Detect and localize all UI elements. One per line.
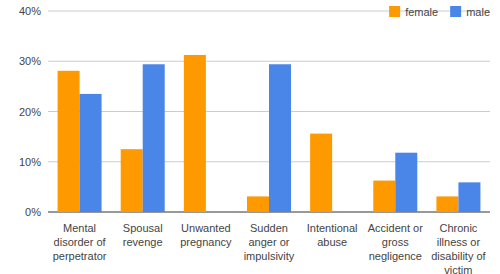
- x-tick-label-line: Chronic: [439, 222, 477, 234]
- x-tick-label-line: disorder of: [54, 236, 107, 248]
- x-tick-label-line: impulsivity: [244, 250, 295, 262]
- x-tick-label-line: Intentional: [307, 222, 358, 234]
- bar: [143, 64, 165, 212]
- x-tick-label-line: disability of: [431, 250, 486, 262]
- x-tick-label-line: anger or: [249, 236, 290, 248]
- x-tick-label-line: Unwanted: [181, 222, 231, 234]
- x-tick-label-line: victim: [444, 264, 472, 274]
- grid-line: [48, 61, 490, 62]
- bars: [58, 55, 481, 212]
- x-tick-label-line: Sudden: [250, 222, 288, 234]
- x-tick-label-line: Mental: [63, 222, 96, 234]
- legend-label: female: [405, 6, 438, 18]
- x-tick-label: Accident or gross negligence: [368, 222, 423, 262]
- legend-swatch: [389, 6, 400, 17]
- x-tick-label: Mental disorder of perpetrator: [53, 222, 107, 262]
- x-tick-label-line: perpetrator: [53, 250, 107, 262]
- chart: 0% 10% 20% 30% 40% Mental disorder of perpetrat…: [0, 0, 500, 274]
- y-tick-label: 20%: [19, 106, 41, 118]
- bar: [332, 212, 354, 213]
- bar: [458, 182, 480, 212]
- y-tick-label: 30%: [19, 55, 41, 67]
- x-tick-label-line: Spousal: [123, 222, 163, 234]
- bar: [373, 181, 395, 212]
- x-tick-label-line: gross: [382, 236, 409, 248]
- bar: [80, 94, 102, 212]
- x-tick-label-line: pregnancy: [180, 236, 232, 248]
- x-tick-label: Spousal revenge: [123, 222, 163, 248]
- x-tick-label-line: negligence: [369, 250, 422, 262]
- x-tick-label-line: abuse: [317, 236, 347, 248]
- x-tick-label-line: Accident or: [368, 222, 423, 234]
- bar: [184, 55, 206, 212]
- x-tick-label: Unwanted pregnancy: [180, 222, 232, 248]
- x-tick-label-line: illness or: [437, 236, 481, 248]
- x-tick-label: Chronic illness or disability of victim: [431, 222, 486, 274]
- bar: [121, 149, 143, 212]
- bar: [58, 71, 80, 212]
- bar: [247, 196, 269, 212]
- y-tick-label: 40%: [19, 5, 41, 17]
- x-tick-label: Sudden anger or impulsivity: [244, 222, 295, 262]
- bar: [395, 153, 417, 212]
- legend-label: male: [466, 6, 490, 18]
- x-tick-label-line: revenge: [123, 236, 163, 248]
- y-tick-label: 0%: [25, 206, 41, 218]
- x-tick-label: Intentional abuse: [307, 222, 358, 248]
- bar: [310, 134, 332, 212]
- legend-swatch: [450, 6, 461, 17]
- legend: male female: [389, 6, 490, 18]
- bar: [206, 212, 228, 213]
- bar: [269, 64, 291, 212]
- bar: [436, 196, 458, 212]
- y-tick-label: 10%: [19, 156, 41, 168]
